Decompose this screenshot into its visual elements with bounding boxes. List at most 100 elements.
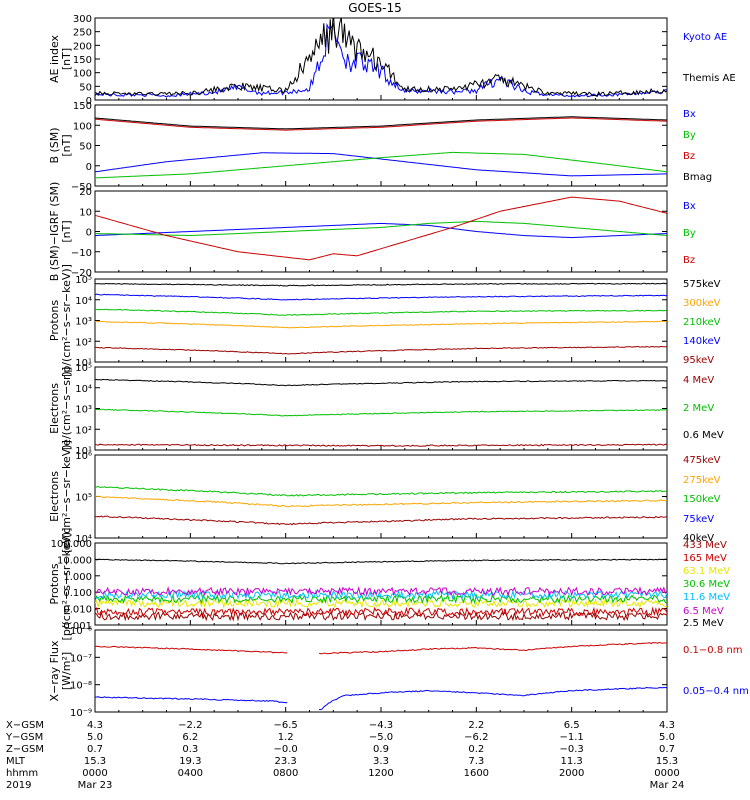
legend-entry: 4 MeV	[683, 375, 714, 386]
series-line-7-5	[95, 588, 667, 601]
y-tick-label: 0.001	[63, 621, 92, 632]
x-axis-value: 3.3	[373, 756, 389, 767]
series-line-3-1	[95, 222, 667, 239]
series-line-2-2	[95, 151, 667, 179]
y-axis-label-line: Electrons	[48, 383, 61, 434]
series-line-4-3	[95, 308, 667, 316]
legend-entry: By	[683, 228, 696, 239]
y-axis-label-line: [nT]	[60, 220, 73, 242]
y-axis-label-line: [e/(cm²−s−sr)]	[60, 367, 73, 450]
x-axis-value: 0.7	[659, 744, 675, 755]
series-group	[95, 18, 667, 98]
series-line-6-1	[95, 515, 667, 526]
legend-entry: 63.1 MeV	[683, 566, 730, 577]
y-axis-label-line: [e/(cm²−s−sr−keV)]	[60, 440, 73, 553]
y-ticks: 10⁻⁹ 10⁻⁸ 10⁻⁷ 10⁻⁶	[70, 626, 668, 719]
y-tick-label: 10⁻⁷	[70, 653, 92, 664]
y-axis-label-line: [p/(cm²−s−sr−keV)]	[60, 528, 73, 641]
x-axis-value: Mar 23	[78, 780, 113, 791]
y-tick-label: 10⁴	[75, 534, 92, 545]
legend-entry: 165 MeV	[683, 553, 727, 564]
series-line-6-2	[95, 495, 667, 508]
series-group	[95, 641, 667, 711]
legend-entry: Themis AE	[682, 73, 736, 84]
series-group	[95, 116, 667, 179]
series-line-5-1	[95, 443, 667, 447]
y-tick-label: 150	[73, 55, 92, 66]
y-tick-label: 10³	[75, 405, 92, 416]
x-axis-value: 15.3	[656, 756, 678, 767]
panel-frame	[94, 17, 668, 101]
x-axis-value: 0.2	[468, 744, 484, 755]
y-axis-label-line: [nT]	[60, 134, 73, 156]
y-tick-label: 10⁻⁹	[70, 708, 92, 719]
x-axis-value: 0.3	[182, 744, 198, 755]
y-axis-label: X−ray Flux[W/m²]	[48, 640, 73, 701]
series-line-5-3	[95, 378, 667, 387]
y-axis-label-line: Electrons	[48, 471, 61, 522]
x-axis-row-label: Y−GSM	[5, 732, 43, 743]
y-tick-label: 10	[79, 207, 92, 218]
y-ticks: −50 0 50 100 150	[71, 101, 668, 193]
x-axis-value: 19.3	[179, 756, 201, 767]
legend-entry: 140keV	[683, 336, 721, 347]
legend-entry: 30.6 MeV	[683, 579, 730, 590]
series-line-4-5	[95, 345, 667, 355]
series-line-8-2	[95, 686, 667, 711]
y-axis-label-line: X−ray Flux	[48, 640, 61, 701]
x-axis-value: 0.9	[373, 744, 389, 755]
x-axis-value: −0.0	[274, 744, 298, 755]
y-tick-label: 10¹	[75, 358, 92, 369]
legend-entry: 275keV	[683, 475, 721, 486]
y-tick-label: −20	[71, 268, 92, 279]
y-axis-label-line: B (SM)−IGRF (SM)	[48, 182, 61, 282]
x-axis-value: −6.2	[464, 732, 488, 743]
y-ticks: 0.001 0.010 0.100 1.000 10.000 100.000	[51, 539, 668, 632]
series-group	[95, 485, 667, 526]
y-axis-label-line: [W/m²]	[60, 652, 73, 690]
x-axis-row-label: hhmm	[6, 768, 38, 779]
y-ticks: 10¹ 10² 10³ 10⁴ 10⁵	[75, 275, 668, 369]
series-line-3-3	[95, 196, 667, 261]
x-axis-value: 7.3	[468, 756, 484, 767]
x-axis-row-label: 2019	[6, 780, 31, 791]
y-tick-label: 0	[86, 228, 92, 239]
y-tick-label: 250	[73, 28, 92, 39]
series-line-7-1	[95, 610, 667, 622]
legend-entry: 575keV	[683, 279, 721, 290]
x-axis-value: 1.2	[278, 732, 294, 743]
panel-8: 10⁻⁹ 10⁻⁸ 10⁻⁷ 10⁻⁶ X−ray Flux[W/m²] 0.1−0.8 …	[48, 626, 749, 719]
x-axis-value: 4.3	[87, 720, 103, 731]
y-tick-label: 10³	[75, 317, 92, 328]
x-axis-value: 6.5	[564, 720, 580, 731]
y-axis-label: B (SM)−IGRF (SM)[nT]	[48, 182, 73, 282]
y-tick-label: 50	[79, 82, 92, 93]
y-ticks: −20 −10 0 10 20	[71, 187, 668, 279]
x-axis-value: 1200	[368, 768, 393, 779]
series-line-1-2	[95, 18, 667, 97]
y-tick-label: 10⁵	[75, 493, 92, 504]
y-tick-label: 100.000	[51, 539, 92, 550]
y-axis-label-line: Protons	[48, 563, 61, 604]
y-tick-label: 10⁵	[75, 275, 92, 286]
legend-entry: Kyoto AE	[683, 32, 727, 43]
x-axis-value: 2000	[559, 768, 584, 779]
y-tick-label: 300	[73, 14, 92, 25]
x-axis-value: −2.2	[178, 720, 202, 731]
series-line-2-4	[95, 116, 667, 130]
series-line-1-1	[95, 22, 667, 98]
panel-frame	[94, 629, 668, 713]
x-axis-value: −0.3	[560, 744, 584, 755]
y-tick-label: 10.000	[57, 555, 92, 566]
y-axis-label-line: [p/(cm²−s−sr−keV)]	[60, 264, 73, 377]
y-axis-label: Electrons[e/(cm²−s−sr)]	[48, 367, 73, 450]
legend-entry: 0.05−0.4 nm	[683, 686, 749, 697]
x-axis-value: −6.5	[274, 720, 298, 731]
legend-entry: 75keV	[683, 514, 714, 525]
x-axis-value: −4.3	[369, 720, 393, 731]
y-tick-label: 10⁴	[75, 296, 92, 307]
legend-entry: By	[683, 130, 696, 141]
